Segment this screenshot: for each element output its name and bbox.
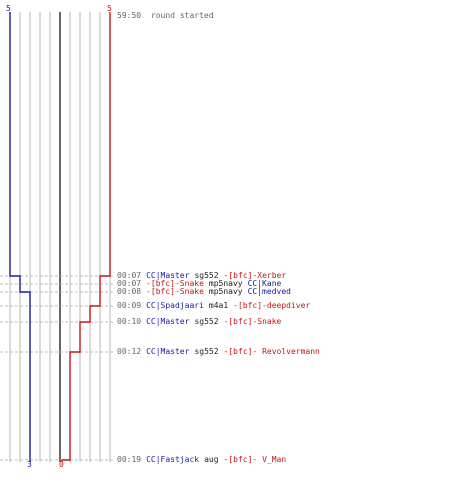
killer-name: CC|Spadjaari <box>146 301 204 310</box>
weapon-name: sg552 <box>194 317 218 326</box>
kill-event-row: 00:07 CC|Master sg552 -[bfc]-Xerber <box>117 271 286 280</box>
weapon-name: m4a1 <box>209 301 228 310</box>
killer-name: CC|Master <box>146 347 190 356</box>
killer-name: CC|Master <box>146 271 190 280</box>
event-text: round started <box>151 11 214 20</box>
victim-name: -[bfc]-Xerber <box>224 271 287 280</box>
event-time: 00:12 <box>117 347 141 356</box>
kill-feed: 00:07 CC|Master sg552 -[bfc]-Xerber 00:07 -[b… <box>117 271 320 464</box>
event-time: 00:10 <box>117 317 141 326</box>
kill-event-row: 00:12 CC|Master sg552 -[bfc]- Revolvermann <box>117 347 320 356</box>
kill-event-row: 00:07 -[bfc]-Snake mp5navy CC|Kane <box>117 279 282 288</box>
killer-name: CC|Master <box>146 317 190 326</box>
event-connectors <box>0 275 114 461</box>
kill-event-row: 00:09 CC|Spadjaari m4a1 -[bfc]-deepdiver <box>117 301 310 310</box>
victim-name: -[bfc]-Snake <box>224 317 282 326</box>
player-count-grid <box>9 12 111 462</box>
event-time: 00:08 <box>117 287 141 296</box>
blue-score-start: 5 <box>6 4 11 13</box>
red-team-alive-line <box>61 12 111 462</box>
event-time: 59:50 <box>117 11 141 20</box>
killer-name: CC|Fastjack <box>146 455 199 464</box>
weapon-name: mp5navy <box>209 279 243 288</box>
event-time: 00:09 <box>117 301 141 310</box>
killer-name: -[bfc]-Snake <box>146 279 204 288</box>
kill-event-row: 00:19 CC|Fastjack aug -[bfc]- V_Man <box>117 455 286 464</box>
weapon-name: mp5navy <box>209 287 243 296</box>
red-score-start: 5 <box>107 4 112 13</box>
red-score-end: 0 <box>59 460 64 469</box>
kill-event-row: 00:08 -[bfc]-Snake mp5navy CC|medved <box>117 287 291 296</box>
kill-event-row: 00:10 CC|Master sg552 -[bfc]-Snake <box>117 317 282 326</box>
victim-name: -[bfc]- V_Man <box>224 455 287 464</box>
event-time: 00:07 <box>117 279 141 288</box>
victim-name: -[bfc]- Revolvermann <box>224 347 321 356</box>
victim-name: CC|Kane <box>248 279 282 288</box>
weapon-name: aug <box>204 455 219 464</box>
killer-name: -[bfc]-Snake <box>146 287 204 296</box>
blue-team-alive-line <box>9 12 31 462</box>
blue-score-end: 3 <box>27 460 32 469</box>
weapon-name: sg552 <box>194 271 218 280</box>
event-time: 00:19 <box>117 455 141 464</box>
round-start-row: 59:50 round started <box>117 11 214 20</box>
victim-name: CC|medved <box>248 287 292 296</box>
event-time: 00:07 <box>117 271 141 280</box>
weapon-name: sg552 <box>194 347 218 356</box>
victim-name: -[bfc]-deepdiver <box>233 301 310 310</box>
